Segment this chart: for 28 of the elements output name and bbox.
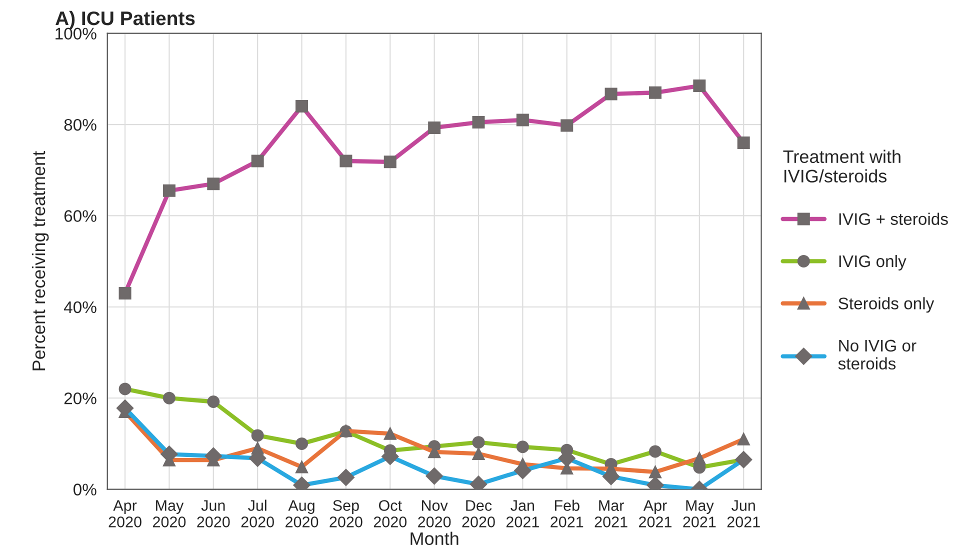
x-tick-label: Feb 2021: [550, 500, 584, 528]
x-tick-label: Jul 2020: [241, 500, 274, 528]
y-tick-label: 100%: [56, 28, 96, 40]
y-tick-label: 80%: [64, 118, 96, 131]
legend-label: Steroids only: [838, 297, 934, 313]
y-tick-label: 40%: [64, 301, 96, 314]
legend-label: IVIG + steroids: [839, 212, 948, 225]
legend-label: IVIG only: [839, 254, 906, 270]
x-tick-label: May 2021: [683, 500, 716, 528]
legend-label: No IVIG or steroids: [838, 340, 916, 370]
x-tick-label: Jun 2021: [727, 500, 760, 528]
x-tick-label: Nov 2020: [418, 500, 451, 528]
x-tick-label: Apr 2021: [639, 500, 672, 528]
x-tick-label: Dec 2020: [462, 500, 495, 528]
x-tick-label: Jan 2021: [506, 500, 539, 528]
legend-title: Treatment with IVIG/steroids: [783, 150, 900, 183]
y-tick-label: 60%: [64, 210, 96, 222]
x-tick-label: Mar 2021: [594, 500, 628, 528]
y-tick-label: 0%: [74, 484, 96, 496]
y-tick-label: 20%: [64, 392, 96, 404]
x-tick-label: Apr 2020: [108, 500, 142, 528]
x-tick-label: Aug 2020: [286, 500, 318, 528]
y-axis-title: Percent receiving treatment: [32, 151, 49, 370]
x-axis-title: Month: [410, 532, 458, 546]
x-tick-label: Sep 2020: [330, 500, 362, 528]
x-tick-label: Jun 2020: [197, 500, 230, 528]
x-tick-label: May 2020: [152, 500, 186, 528]
x-tick-label: Oct 2020: [374, 500, 407, 528]
